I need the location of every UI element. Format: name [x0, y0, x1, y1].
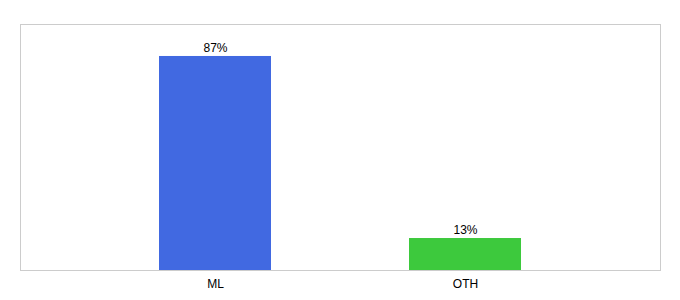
svg-text:87%: 87% [203, 41, 227, 55]
svg-text:13%: 13% [453, 223, 477, 237]
svg-text:OTH: OTH [453, 277, 478, 291]
svg-text:ML: ML [207, 277, 224, 291]
